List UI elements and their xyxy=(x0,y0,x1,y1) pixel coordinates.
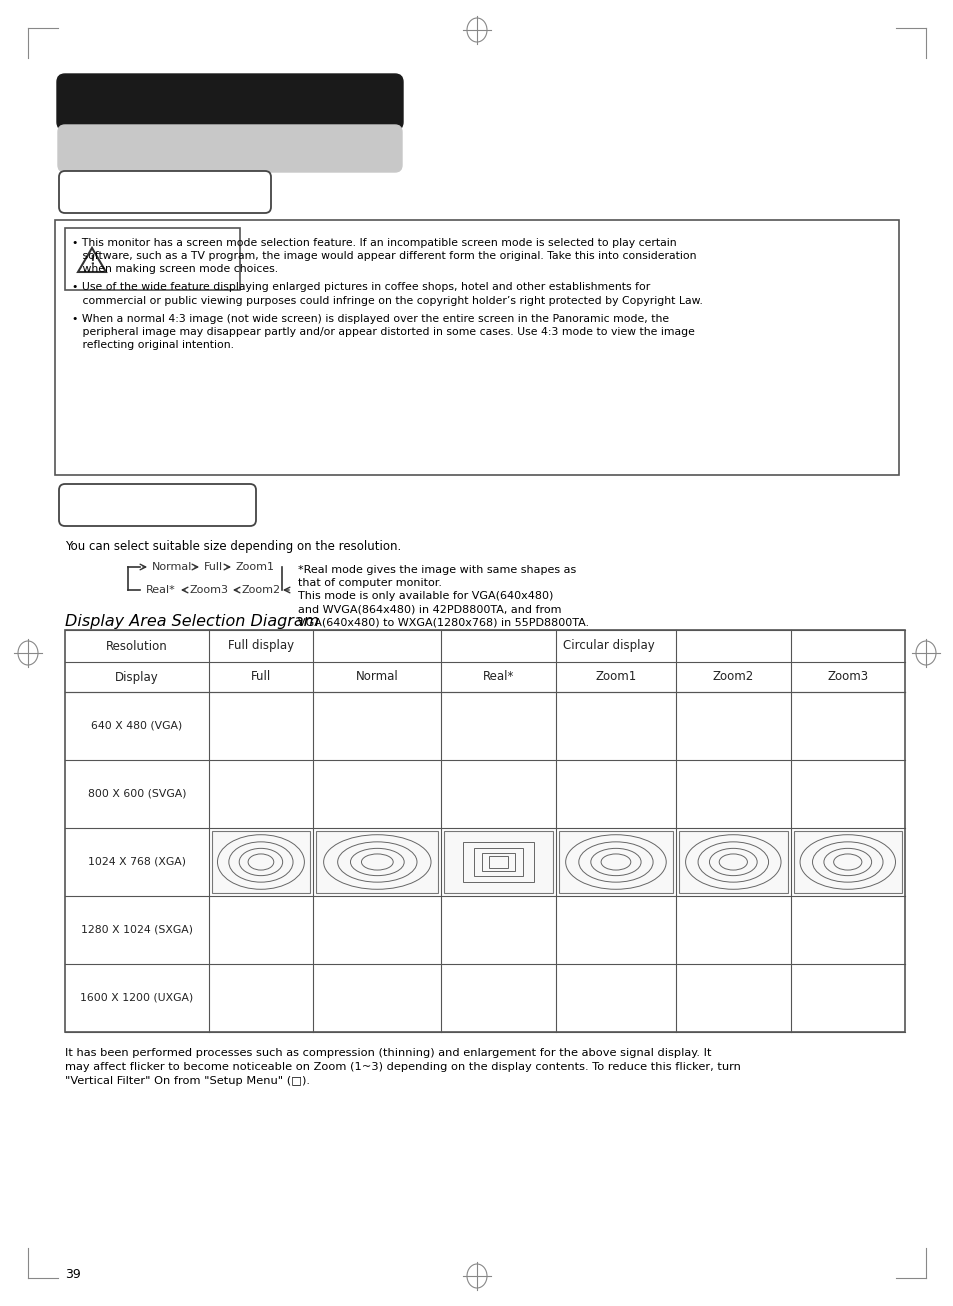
Bar xyxy=(488,857,508,867)
FancyBboxPatch shape xyxy=(58,125,401,172)
Bar xyxy=(679,831,787,893)
FancyBboxPatch shape xyxy=(59,171,271,213)
Text: 1280 X 1024 (SXGA): 1280 X 1024 (SXGA) xyxy=(81,925,193,935)
Text: Zoom2: Zoom2 xyxy=(242,585,281,596)
Text: It has been performed processes such as compression (thinning) and enlargement f: It has been performed processes such as … xyxy=(65,1047,740,1087)
Text: Zoom3: Zoom3 xyxy=(826,670,867,683)
Bar xyxy=(793,831,901,893)
Text: Real*: Real* xyxy=(146,585,175,596)
FancyBboxPatch shape xyxy=(57,74,402,131)
Text: • This monitor has a screen mode selection feature. If an incompatible screen mo: • This monitor has a screen mode selecti… xyxy=(71,238,696,274)
Text: • Use of the wide feature displaying enlarged pictures in coffee shops, hotel an: • Use of the wide feature displaying enl… xyxy=(71,282,702,306)
Text: Resolution: Resolution xyxy=(106,640,168,653)
Text: Normal: Normal xyxy=(355,670,398,683)
Text: You can select suitable size depending on the resolution.: You can select suitable size depending o… xyxy=(65,539,401,552)
Text: Full: Full xyxy=(251,670,271,683)
Text: Display: Display xyxy=(114,670,158,683)
Bar xyxy=(474,848,522,876)
Bar xyxy=(482,853,515,871)
Text: Real*: Real* xyxy=(482,670,514,683)
Text: Zoom3: Zoom3 xyxy=(190,585,229,596)
Bar xyxy=(463,842,534,882)
Bar xyxy=(316,831,437,893)
Bar xyxy=(558,831,673,893)
Text: • When a normal 4:3 image (not wide screen) is displayed over the entire screen : • When a normal 4:3 image (not wide scre… xyxy=(71,313,694,350)
Text: !: ! xyxy=(89,255,94,268)
Text: 1024 X 768 (XGA): 1024 X 768 (XGA) xyxy=(88,857,186,867)
Bar xyxy=(444,831,552,893)
Text: 39: 39 xyxy=(65,1268,81,1281)
Text: Circular display: Circular display xyxy=(562,640,655,653)
Text: 800 X 600 (SVGA): 800 X 600 (SVGA) xyxy=(88,789,186,799)
Text: Full: Full xyxy=(204,562,223,572)
Text: 640 X 480 (VGA): 640 X 480 (VGA) xyxy=(91,721,182,731)
Bar xyxy=(65,629,904,1032)
Text: Full display: Full display xyxy=(228,640,294,653)
Text: Zoom1: Zoom1 xyxy=(595,670,636,683)
Text: *Real mode gives the image with same shapes as
that of computer monitor.
This mo: *Real mode gives the image with same sha… xyxy=(297,565,589,628)
Bar xyxy=(65,229,240,290)
Text: Zoom2: Zoom2 xyxy=(712,670,753,683)
Bar xyxy=(212,831,310,893)
Text: 1600 X 1200 (UXGA): 1600 X 1200 (UXGA) xyxy=(80,993,193,1003)
Text: Zoom1: Zoom1 xyxy=(235,562,274,572)
Text: Display Area Selection Diagram: Display Area Selection Diagram xyxy=(65,614,319,629)
Text: Normal: Normal xyxy=(152,562,193,572)
Bar xyxy=(55,219,898,475)
FancyBboxPatch shape xyxy=(59,485,255,526)
